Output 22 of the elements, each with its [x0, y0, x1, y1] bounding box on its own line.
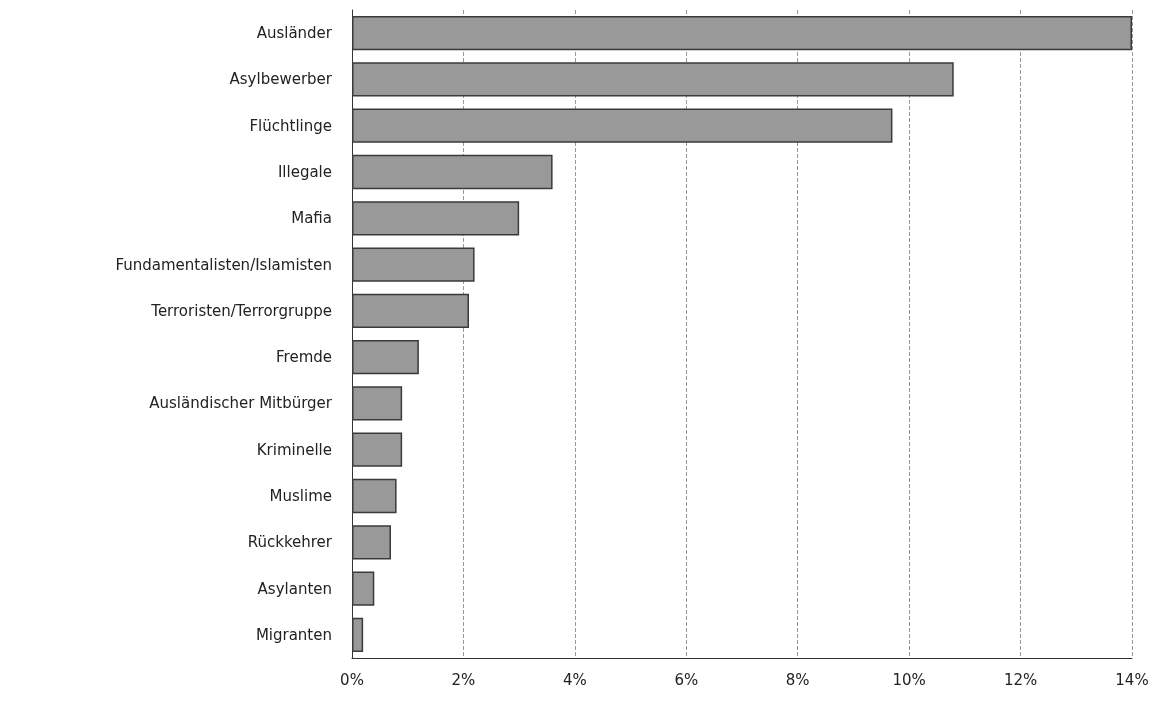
x-tick-label: 2% — [451, 670, 476, 689]
y-tick-label: Illegale — [277, 163, 332, 181]
y-tick-label: Flüchtlinge — [249, 116, 332, 135]
x-tick-label: 10% — [892, 670, 926, 689]
y-tick-label: Fremde — [276, 348, 332, 367]
x-tick-label: 8% — [785, 670, 810, 689]
x-tick-label: 12% — [1003, 670, 1038, 689]
y-tick-label: Kriminelle — [256, 440, 332, 459]
y-tick-label: Mafia — [291, 209, 332, 228]
x-tick-label: 0% — [340, 670, 364, 689]
x-tick-label: 6% — [674, 670, 699, 689]
y-tick-label: Muslime — [269, 487, 332, 505]
y-tick-label: Ausländischer Mitbürger — [149, 394, 333, 413]
y-tick-label: Asylbewerber — [229, 70, 333, 89]
y-tick-label: Migranten — [255, 625, 332, 644]
y-tick-label: Asylanten — [257, 579, 332, 598]
y-tick-label: Rückkehrer — [247, 533, 333, 552]
y-tick-label: Ausländer — [256, 24, 333, 43]
y-tick-label: Terroristen/Terrorgruppe — [150, 301, 332, 320]
x-tick-label: 4% — [562, 670, 587, 689]
x-tick-label: 14% — [1115, 670, 1149, 689]
y-tick-label: Fundamentalisten/Islamisten — [115, 255, 332, 274]
